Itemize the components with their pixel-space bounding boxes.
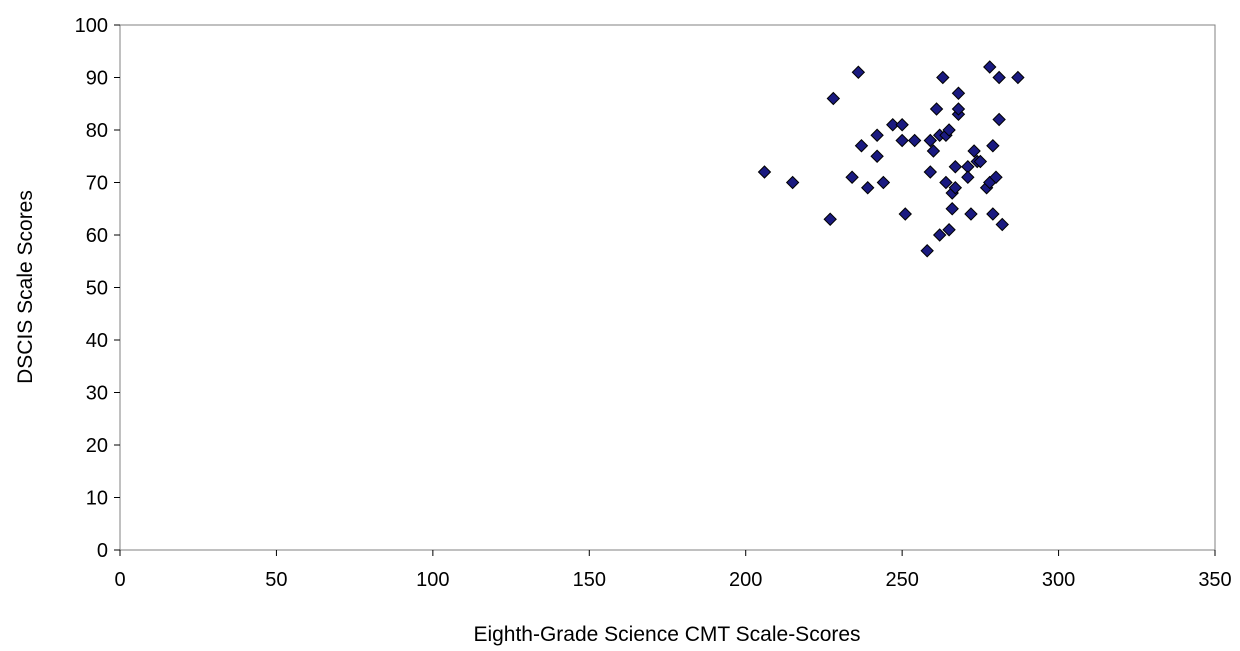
data-points [757,60,1025,258]
x-axis: 0 50 100 150 200 250 300 350 [114,550,1232,591]
x-tick-label: 100 [416,569,449,591]
x-tick-label: 150 [573,569,606,591]
data-point [964,207,978,221]
data-point [823,212,837,226]
data-point [929,102,944,116]
data-point [845,170,859,184]
data-point [926,144,941,158]
y-tick-label: 60 [86,225,108,247]
y-tick-label: 90 [86,68,108,90]
data-point [951,102,966,116]
y-tick-label: 100 [75,15,108,37]
y-tick-label: 0 [97,540,108,562]
data-point [948,160,963,174]
data-point [757,165,772,179]
x-tick-label: 300 [1042,569,1075,591]
data-point [876,175,891,190]
data-point [973,154,988,169]
data-point [986,139,1000,153]
data-point [992,70,1006,85]
data-point [951,86,966,100]
data-point [945,202,959,216]
data-point [967,144,981,158]
data-point [961,170,975,184]
data-point [948,181,963,195]
y-tick-label: 70 [86,173,108,195]
data-point [851,65,866,79]
data-point [870,149,884,163]
data-point [898,207,912,221]
y-tick-label: 20 [86,435,108,457]
data-point [886,118,900,132]
y-tick-label: 10 [86,488,108,510]
x-tick-label: 250 [885,569,918,591]
y-tick-label: 30 [86,383,108,405]
data-point [942,123,956,137]
data-point [936,70,950,85]
data-point [907,133,922,148]
data-point [939,175,953,190]
y-axis-title: DSCIS Scale Scores [14,190,37,384]
y-tick-label: 50 [86,278,108,300]
x-tick-label: 350 [1198,569,1231,591]
x-tick-label: 50 [265,569,287,591]
data-point [1011,70,1025,85]
x-tick-label: 0 [114,569,125,591]
data-point [870,128,884,142]
plot-area [119,24,1216,551]
data-point [989,170,1003,184]
data-point [986,207,1000,221]
data-point [861,181,875,195]
x-tick-label: 200 [729,569,762,591]
data-point [983,60,997,74]
data-point [992,112,1006,127]
data-point [923,133,938,148]
data-point [920,244,934,258]
data-point [854,139,869,153]
data-point [826,91,841,106]
data-point [995,217,1009,232]
data-point [942,223,956,237]
data-point [932,228,947,242]
data-point [923,165,938,179]
data-point [895,118,909,132]
y-axis: 0 10 20 30 40 50 60 70 80 90 100 [75,15,120,562]
x-axis-title: Eighth-Grade Science CMT Scale-Scores [473,623,860,646]
y-tick-label: 40 [86,330,108,352]
data-point [785,175,800,190]
y-tick-label: 80 [86,120,108,142]
data-point [895,133,909,148]
